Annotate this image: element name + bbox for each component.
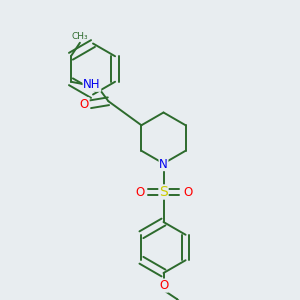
- Text: O: O: [183, 185, 192, 199]
- Text: O: O: [80, 98, 89, 111]
- Text: O: O: [159, 279, 168, 292]
- Text: NH: NH: [83, 78, 101, 91]
- Text: O: O: [135, 185, 144, 199]
- Text: S: S: [159, 185, 168, 199]
- Text: N: N: [159, 158, 168, 171]
- Text: CH₃: CH₃: [72, 32, 88, 40]
